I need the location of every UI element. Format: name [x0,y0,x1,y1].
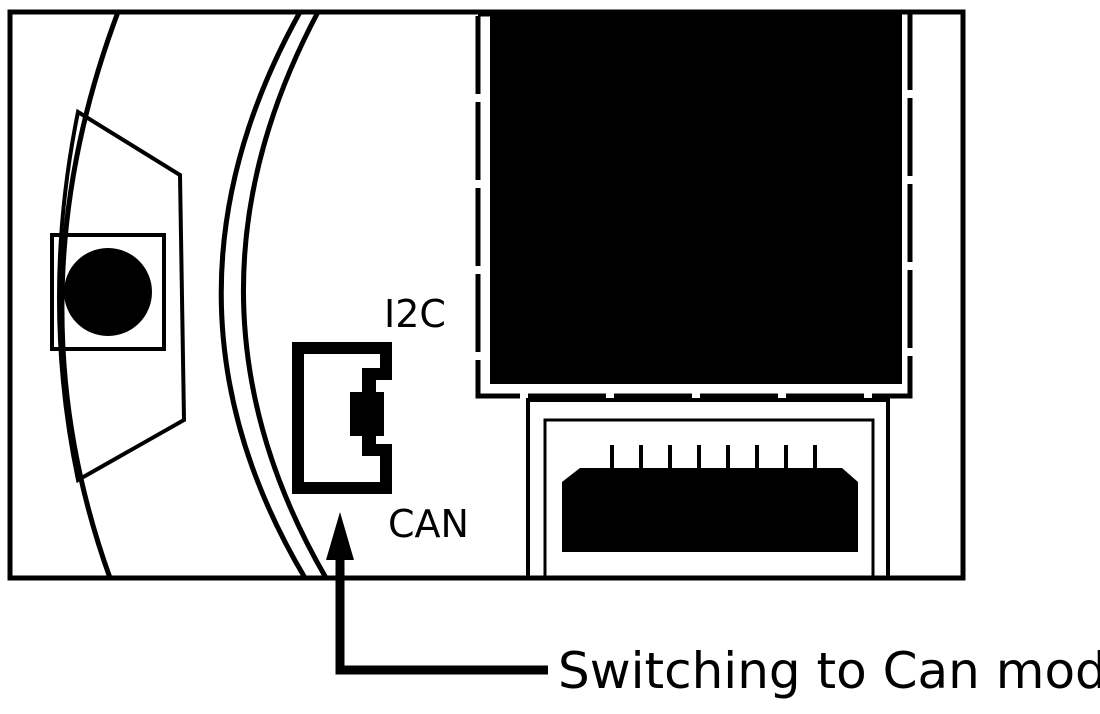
callout-arrow-line [335,556,548,675]
chip-body [490,14,902,384]
connector-pins [610,445,817,470]
sensor-dot [64,248,152,336]
callout-label: Switching to Can mode [558,642,1100,700]
lens-housing [59,10,329,580]
lens-mount [57,108,187,484]
housing-outer-arc [59,11,121,579]
connector-body [562,468,858,552]
i2c-label: I2C [384,292,446,336]
switch-slider [350,392,384,436]
connector-housing-inner [543,418,875,580]
housing-ring-outer [218,10,308,580]
housing-ring-inner [240,10,329,580]
sensor-pad [50,233,166,351]
callout-arrow-head [326,512,354,560]
can-label: CAN [388,502,469,546]
mode-switch [292,342,392,494]
